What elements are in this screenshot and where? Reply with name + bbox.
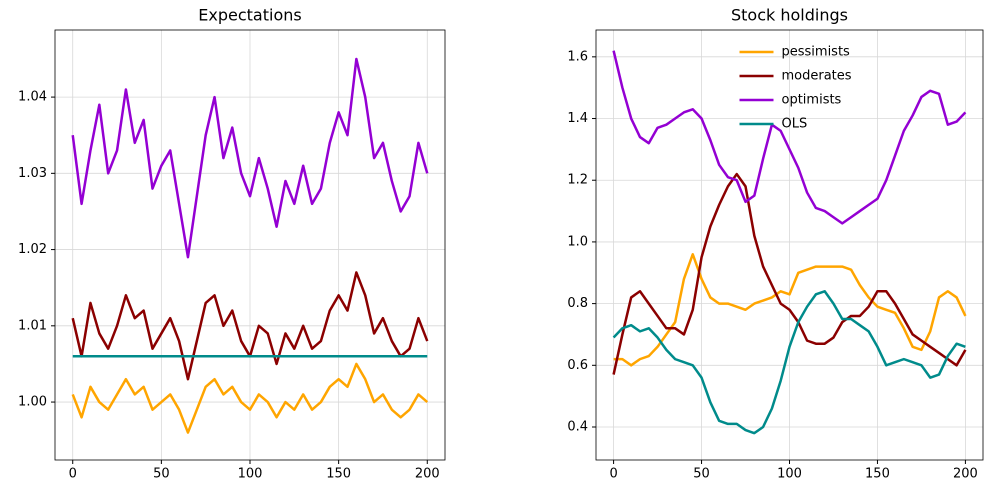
x-tick-label: 50 [693,467,710,482]
legend-label: pessimists [782,45,851,60]
y-tick-label: 0.4 [567,419,588,434]
subplot: Stock holdings 0 50 100 150 200 0.4 0.6 0.8 1.0 1.… [567,6,984,482]
x-tick-label: 0 [69,467,77,482]
series-line [612,290,966,435]
x-tick-label: 0 [609,467,617,482]
series-line [612,50,967,225]
y-tick-label: 1.04 [18,90,47,105]
legend: pessimists moderates optimists OLS [739,45,852,132]
y-tick-label: 1.6 [567,49,588,64]
y-tick-label: 1.01 [18,318,47,333]
y-tick-label: 0.6 [567,358,588,373]
subplot: Expectations 0 50 100 150 200 1.00 1.01 1.02 1.03… [18,6,446,482]
chart-title: Expectations [198,6,301,25]
series-line [71,57,429,259]
series-line [613,253,967,367]
y-tick-label: 1.00 [18,395,47,410]
axes-frame [595,29,984,461]
legend-label: OLS [782,117,808,132]
y-tick-label: 1.02 [18,242,47,257]
x-tick-label: 100 [238,467,263,482]
x-tick-label: 150 [326,467,351,482]
legend-label: optimists [782,93,842,108]
x-tick-label: 200 [953,467,978,482]
x-tick-label: 150 [865,467,890,482]
legend-label: moderates [782,69,852,84]
y-tick-label: 0.8 [567,296,588,311]
series-line [71,362,429,434]
y-tick-label: 1.0 [567,234,588,249]
y-tick-label: 1.2 [567,173,588,188]
x-tick-label: 100 [777,467,802,482]
chart-title: Stock holdings [731,6,848,25]
x-tick-label: 50 [153,467,170,482]
series-line [612,172,967,375]
y-tick-label: 1.4 [567,111,588,126]
axes-frame [54,29,446,461]
y-tick-label: 1.03 [18,166,47,181]
x-tick-label: 200 [415,467,440,482]
